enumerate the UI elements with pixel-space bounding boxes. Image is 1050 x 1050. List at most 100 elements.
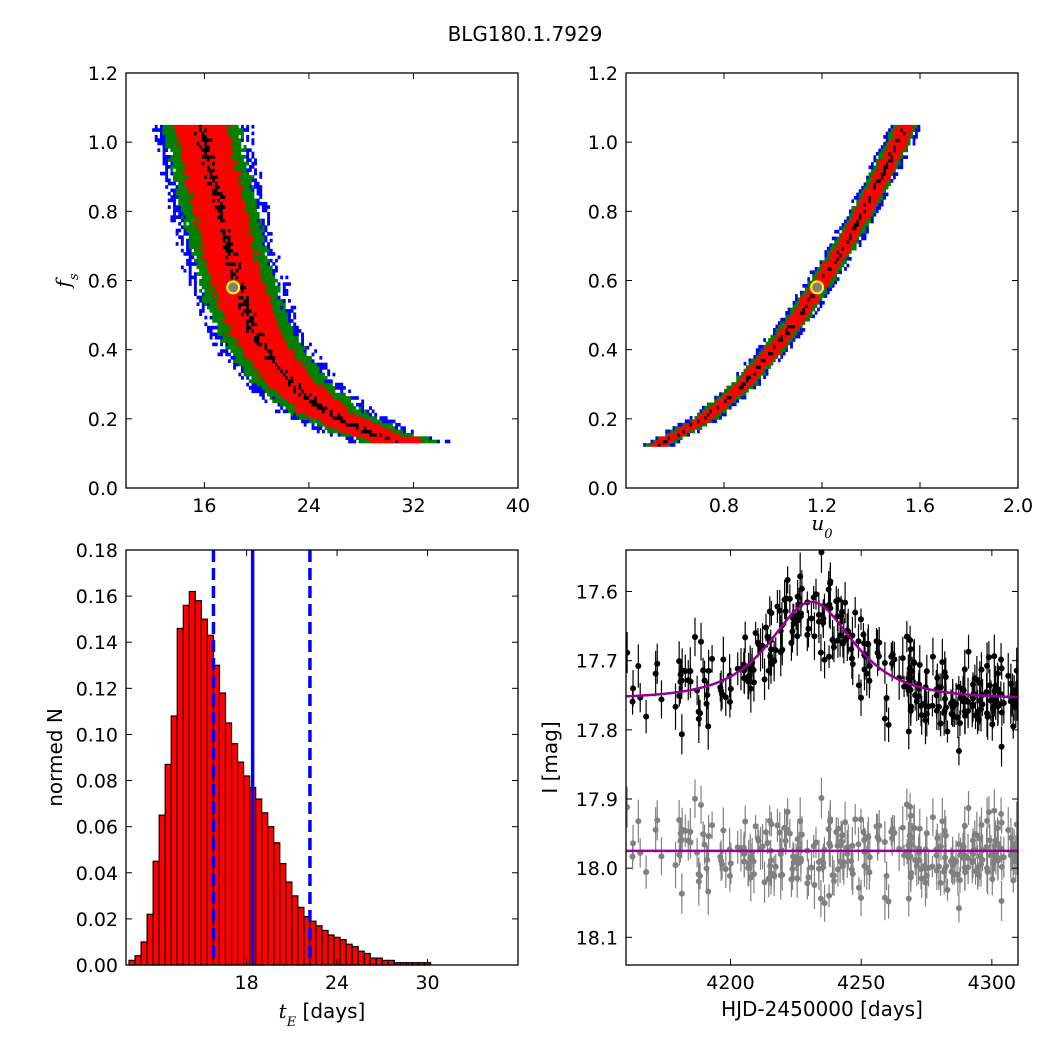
density-cell [251, 191, 255, 196]
density-cell [322, 362, 325, 367]
density-cell [322, 379, 325, 384]
density-cell [173, 131, 176, 136]
density-cell [217, 158, 221, 163]
residual-point [998, 810, 1005, 817]
density-cell [822, 267, 825, 271]
density-cell [875, 209, 879, 214]
density-cell [225, 211, 229, 216]
density-cell [295, 335, 299, 340]
density-cell [382, 439, 386, 444]
density-cell [240, 272, 244, 276]
density-cell [763, 375, 766, 380]
density-cell [824, 256, 828, 261]
density-cell [207, 262, 210, 266]
density-cell [248, 349, 252, 353]
density-cell [839, 270, 842, 275]
density-cell [243, 369, 247, 374]
density-cell [248, 211, 252, 216]
density-cell [254, 325, 257, 330]
density-cell [162, 131, 166, 136]
density-cell [214, 335, 218, 340]
density-cell [795, 300, 798, 305]
density-cell [209, 325, 213, 330]
density-cell [204, 248, 208, 253]
density-cell [220, 181, 223, 186]
density-cell [233, 345, 237, 350]
density-cell [290, 329, 294, 333]
density-cell [212, 211, 216, 216]
density-cell [251, 366, 255, 370]
density-cell [303, 406, 307, 410]
density-cell [348, 412, 352, 417]
density-cell [369, 406, 372, 410]
density-cell [777, 338, 781, 342]
density-cell [233, 225, 237, 229]
density-cell [319, 386, 323, 390]
density-cell [230, 188, 234, 193]
density-cell [225, 161, 229, 166]
density-cell [246, 255, 250, 260]
density-cell [180, 211, 184, 216]
density-cell [868, 216, 872, 220]
density-cell [322, 382, 325, 387]
density-cell [672, 436, 676, 441]
density-cell [290, 382, 294, 387]
density-cell [233, 221, 237, 226]
density-cell [251, 342, 255, 347]
density-cell [308, 386, 312, 390]
density-cell [173, 165, 176, 169]
density-cell [233, 245, 237, 250]
density-cell [175, 161, 179, 166]
density-cell [692, 422, 695, 427]
density-cell [230, 211, 234, 216]
density-cell [269, 359, 273, 363]
density-cell [314, 369, 318, 374]
density-cell [254, 171, 257, 176]
density-cell [243, 332, 247, 337]
density-cell [183, 178, 187, 183]
density-cell [238, 295, 242, 300]
density-cell [254, 218, 257, 223]
density-cell [670, 432, 673, 437]
density-cell [844, 239, 847, 244]
density-cell [910, 131, 913, 136]
density-cell [217, 124, 221, 129]
density-cell [799, 331, 803, 336]
density-cell [204, 238, 208, 243]
density-cell [353, 422, 357, 427]
density-cell [358, 416, 362, 420]
density-cell [209, 248, 213, 253]
density-cell [288, 299, 291, 303]
density-cell [264, 238, 268, 243]
density-cell [345, 422, 349, 427]
density-cell [256, 205, 260, 209]
density-cell [733, 399, 737, 403]
density-cell [222, 275, 226, 280]
density-cell [201, 278, 205, 283]
density-cell [207, 178, 210, 183]
density-cell [308, 412, 312, 417]
density-cell [340, 382, 344, 387]
density-cell [679, 426, 683, 430]
density-cell [342, 386, 346, 390]
density-cell [178, 208, 182, 213]
density-cell [254, 342, 257, 347]
density-cell [254, 349, 257, 353]
density-cell [274, 309, 278, 313]
density-cell [240, 332, 244, 337]
density-cell [768, 344, 771, 349]
density-cell [227, 188, 231, 193]
density-cell [186, 195, 190, 199]
density-cell [295, 392, 299, 397]
density-cell [311, 396, 315, 400]
density-cell [785, 341, 788, 346]
density-cell [392, 426, 396, 430]
density-cell [212, 288, 216, 293]
density-cell [714, 409, 717, 413]
density-cell [831, 250, 835, 254]
density-cell [355, 432, 359, 437]
density-cell [655, 439, 659, 444]
density-cell [893, 141, 896, 146]
density-cell [180, 191, 184, 196]
density-cell [183, 185, 187, 189]
